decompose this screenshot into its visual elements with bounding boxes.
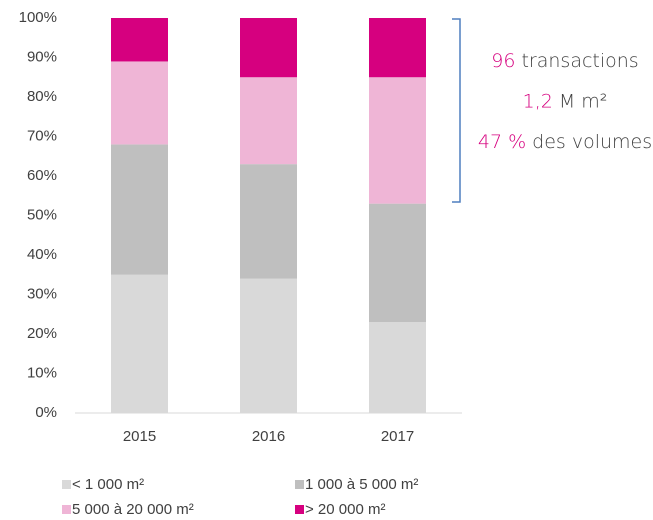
bar-segment [369, 18, 426, 78]
legend-swatch [62, 480, 71, 489]
bar-segment [111, 274, 168, 413]
y-tick-label: 50% [27, 206, 57, 223]
y-tick-label: 60% [27, 167, 57, 184]
annotation: 1,2 M m² [523, 90, 608, 112]
bar-segment [240, 164, 297, 279]
y-tick-label: 30% [27, 285, 57, 302]
bar-segment [111, 144, 168, 275]
legend-label: 1 000 à 5 000 m² [305, 476, 418, 493]
y-tick-label: 0% [35, 404, 57, 421]
bar-segment [240, 77, 297, 165]
bar-segment [369, 77, 426, 204]
y-tick-label: 40% [27, 246, 57, 263]
y-tick-label: 70% [27, 127, 57, 144]
x-tick-label: 2016 [252, 428, 285, 445]
bar-segment [369, 203, 426, 323]
legend-swatch [295, 480, 304, 489]
legend-label: 5 000 à 20 000 m² [72, 501, 194, 518]
annotation-highlight: 47 % [478, 131, 526, 153]
y-tick-label: 10% [27, 364, 57, 381]
bar-segment [240, 278, 297, 413]
bar-segment [111, 61, 168, 145]
x-tick-label: 2017 [381, 428, 414, 445]
bar-segment [111, 18, 168, 62]
annotation: 47 % des volumes [478, 131, 652, 153]
annotation-text: M m² [559, 90, 608, 112]
legend-label: < 1 000 m² [72, 476, 144, 493]
y-tick-label: 100% [19, 9, 57, 26]
bar-segment [369, 322, 426, 413]
legend-label: > 20 000 m² [305, 501, 385, 518]
legend-swatch [62, 505, 71, 514]
annotation-highlight: 1,2 [523, 90, 553, 112]
bar-segment [240, 18, 297, 78]
x-tick-label: 2015 [123, 428, 156, 445]
annotation-highlight: 96 [491, 50, 515, 72]
annotation-text: transactions [521, 50, 638, 72]
y-tick-label: 80% [27, 88, 57, 105]
bracket [452, 18, 461, 203]
legend-swatch [295, 505, 304, 514]
y-tick-label: 90% [27, 48, 57, 65]
annotation-text: des volumes [532, 131, 652, 153]
annotation: 96 transactions [491, 50, 638, 72]
y-tick-label: 20% [27, 325, 57, 342]
